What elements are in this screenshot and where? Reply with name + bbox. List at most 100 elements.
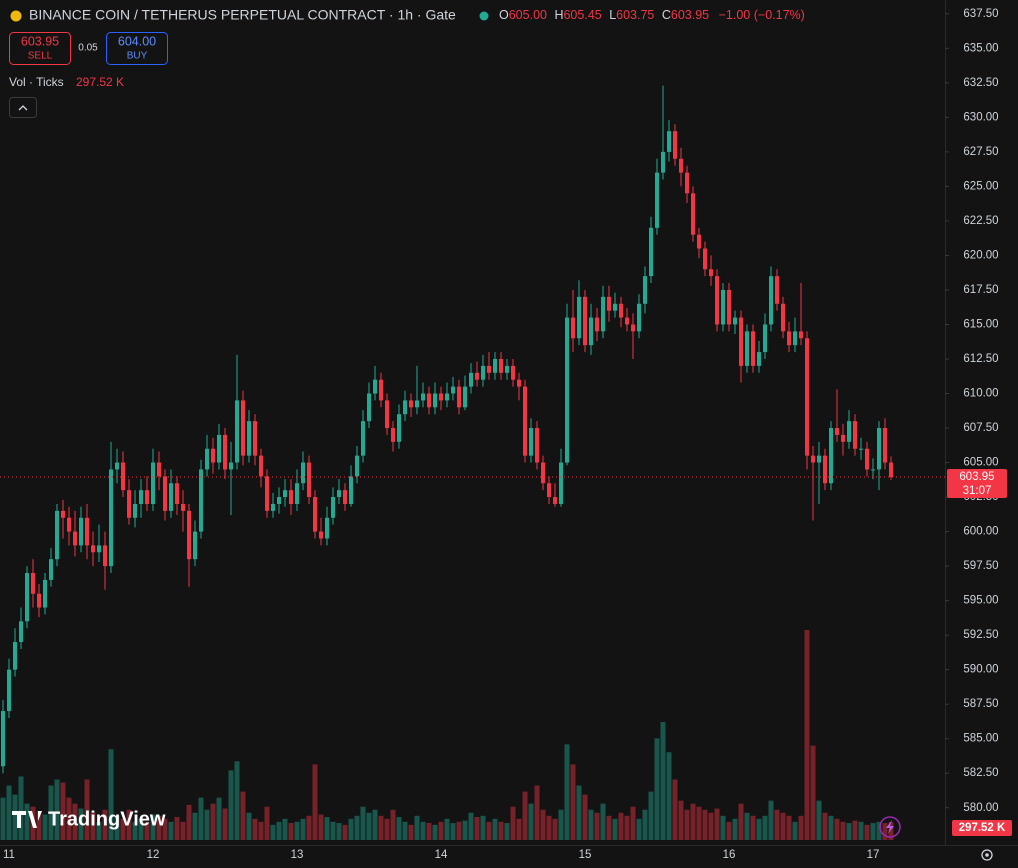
buy-button[interactable]: 604.00 BUY <box>106 32 168 65</box>
candle-body <box>691 193 695 235</box>
volume-bar <box>54 779 60 840</box>
candle-body <box>547 483 551 498</box>
volume-bar <box>804 630 810 840</box>
candle-body <box>505 365 509 373</box>
volume-bar <box>312 764 318 840</box>
candle-body <box>169 483 173 511</box>
volume-bar <box>318 814 324 840</box>
volume-bar <box>888 821 894 840</box>
volume-bar <box>510 806 516 840</box>
volume-bar <box>330 821 336 840</box>
collapse-button[interactable] <box>9 97 37 118</box>
volume-bar <box>150 814 156 840</box>
candle-body <box>127 490 131 518</box>
candle-body <box>493 358 497 373</box>
candle-body <box>517 379 521 387</box>
buy-box[interactable] <box>106 32 168 65</box>
collapse-icon[interactable] <box>18 105 28 111</box>
sell-price[interactable]: 603.95 <box>21 34 59 48</box>
symbol-title: BINANCE COIN / TETHERUS PERPETUAL CONTRA… <box>29 7 456 23</box>
volume-bar <box>708 812 714 840</box>
candle-body <box>673 131 677 159</box>
candle-body <box>61 510 65 518</box>
candle-body <box>451 386 455 394</box>
volume-bar <box>564 744 570 840</box>
y-tick-label: 597.50 <box>963 560 998 572</box>
candle-body <box>25 572 29 622</box>
volume-bar <box>348 818 354 840</box>
sell-label[interactable]: SELL <box>28 51 53 62</box>
sell-box[interactable] <box>9 32 71 65</box>
volume-bar <box>246 812 252 840</box>
candle-body <box>697 234 701 249</box>
buy-price[interactable]: 604.00 <box>118 34 156 48</box>
settings-icon[interactable] <box>981 849 993 861</box>
candle-body <box>607 296 611 311</box>
volume-bar <box>354 815 360 840</box>
candle-body <box>175 483 179 504</box>
x-tick-label: 12 <box>147 849 160 861</box>
volume-bar <box>162 818 168 840</box>
y-tick-label: 587.50 <box>963 698 998 710</box>
candle-body <box>721 289 725 325</box>
open-label: O <box>499 8 509 22</box>
candle-body <box>799 331 803 339</box>
plot-area: 580.00 582.50 585.00 587.50 590.00 592.50 595.… <box>0 8 1012 861</box>
volume-bar <box>498 821 504 840</box>
volume-bar <box>186 804 192 840</box>
alert-icon[interactable] <box>886 820 894 834</box>
volume-bar <box>390 809 396 840</box>
alert-button[interactable] <box>879 816 901 838</box>
volume-bar <box>168 821 174 840</box>
volume-tag <box>952 819 1012 836</box>
candle-body <box>109 469 113 567</box>
buy-label[interactable]: BUY <box>127 51 148 62</box>
y-tick-label: 635.00 <box>963 42 998 54</box>
candle-body <box>883 428 887 463</box>
collapse-box[interactable] <box>9 97 37 118</box>
candle-body <box>877 428 881 470</box>
alert-circle[interactable] <box>879 816 901 838</box>
candle-body <box>277 497 281 504</box>
volume-bar <box>672 779 678 840</box>
settings-button[interactable] <box>981 849 993 861</box>
volume-bar <box>198 797 204 840</box>
candle-body <box>535 428 539 463</box>
volume-bar <box>114 815 120 840</box>
sell-button[interactable]: 603.95 SELL <box>9 32 71 65</box>
volume-bar <box>558 809 564 840</box>
volume-bar <box>684 809 690 840</box>
coin-icon <box>10 10 22 22</box>
y-tick-label: 582.50 <box>963 767 998 779</box>
candle-body <box>595 317 599 332</box>
volume-bar <box>600 803 606 840</box>
candle-body <box>823 455 827 484</box>
candle-body <box>739 317 743 366</box>
settings-dot[interactable] <box>985 853 989 857</box>
volume-bar <box>774 809 780 840</box>
volume-bar <box>666 752 672 840</box>
candle-body <box>805 338 809 456</box>
candle-body <box>157 462 161 477</box>
volume-bar <box>180 821 186 840</box>
candle-body <box>337 490 341 498</box>
volume-bar <box>300 818 306 840</box>
volume-bar <box>522 791 528 840</box>
volume-bar <box>450 823 456 840</box>
candle-body <box>31 572 35 594</box>
volume-bar <box>462 820 468 840</box>
candle-body <box>373 379 377 394</box>
candle-body <box>307 462 311 498</box>
y-tick-label: 595.00 <box>963 595 998 607</box>
volume-bar <box>78 808 84 840</box>
volume-bar <box>90 812 96 840</box>
candle-body <box>247 421 251 456</box>
volume-bar <box>576 785 582 840</box>
volume-bar <box>492 818 498 840</box>
candle-body <box>541 462 545 484</box>
candle-body <box>367 393 371 422</box>
y-tick-label: 630.00 <box>963 111 998 123</box>
candle-body <box>19 621 23 643</box>
candle-body <box>865 448 869 470</box>
volume-bar <box>840 821 846 840</box>
